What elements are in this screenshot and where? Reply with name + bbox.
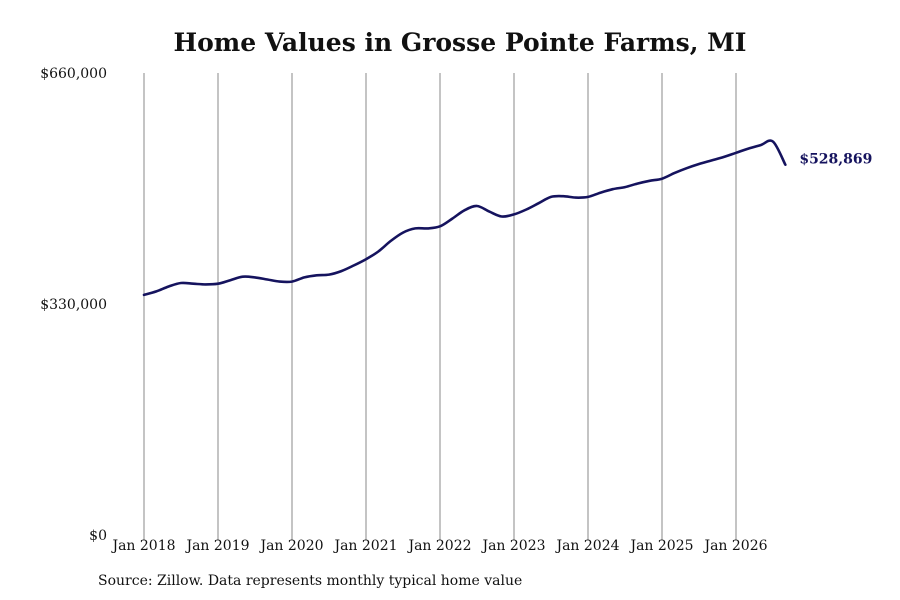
x-tick-label: Jan 2020 (258, 538, 323, 554)
x-tick-label: Jan 2026 (702, 538, 767, 554)
end-value-label: $528,869 (799, 152, 872, 168)
source-note: Source: Zillow. Data represents monthly … (98, 573, 523, 589)
y-tick-label: $0 (89, 528, 107, 544)
x-tick-label: Jan 2023 (480, 538, 545, 554)
x-tick-label: Jan 2022 (406, 538, 471, 554)
x-tick-label: Jan 2019 (184, 538, 249, 554)
chart-title: Home Values in Grosse Pointe Farms, MI (173, 28, 747, 57)
x-tick-label: Jan 2024 (554, 538, 619, 554)
x-tick-label: Jan 2025 (628, 538, 693, 554)
x-tick-label: Jan 2018 (110, 538, 175, 554)
y-tick-label: $330,000 (40, 297, 107, 313)
x-tick-label: Jan 2021 (332, 538, 397, 554)
series-line (142, 139, 787, 297)
y-tick-label: $660,000 (40, 66, 107, 82)
